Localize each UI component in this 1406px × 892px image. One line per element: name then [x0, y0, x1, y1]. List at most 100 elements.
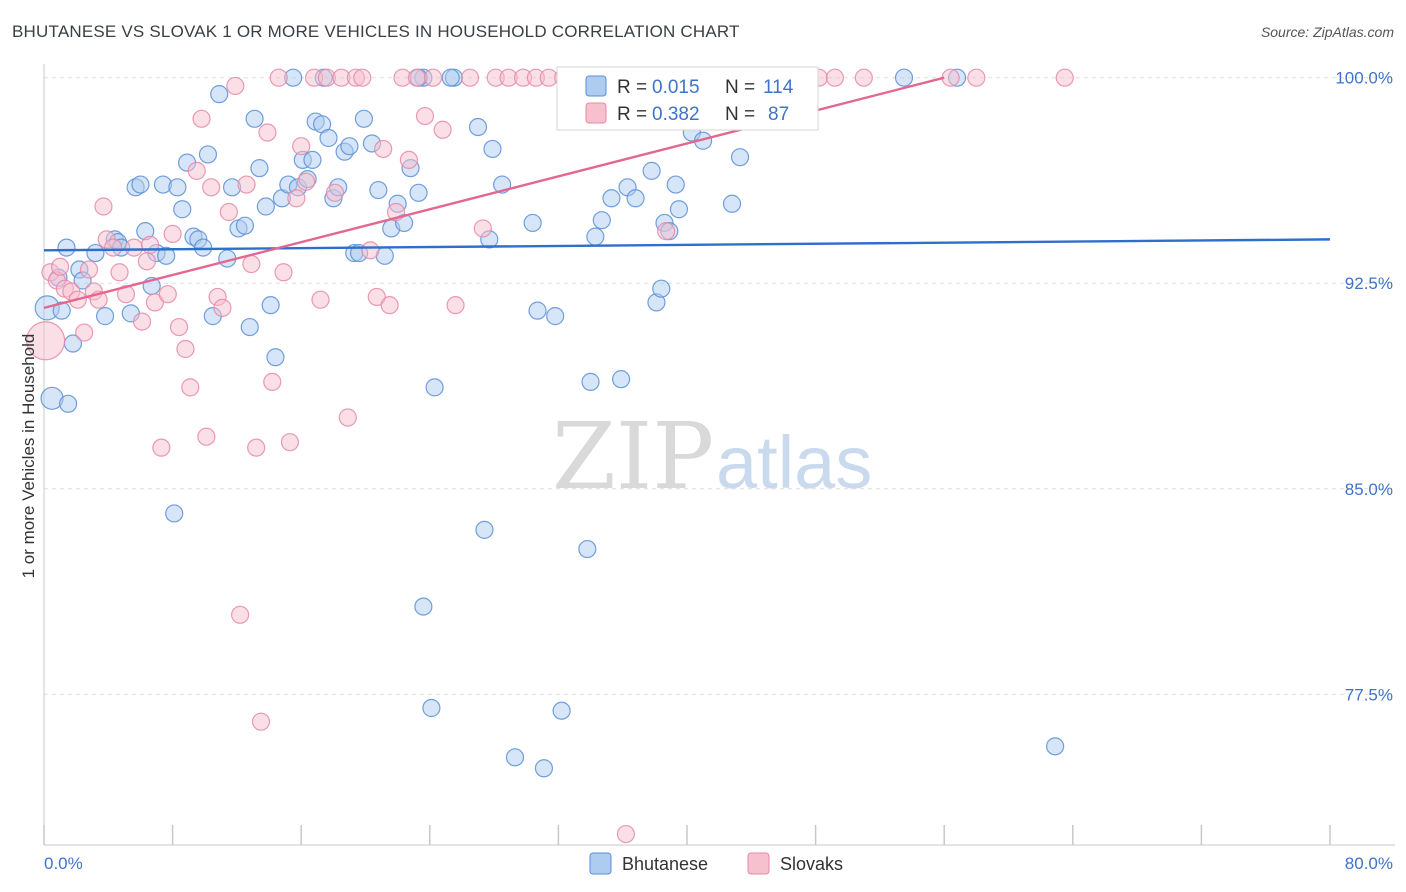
- x-tick-label-min: 0.0%: [44, 854, 83, 873]
- slovak-point-69: [473, 219, 492, 238]
- legend-swatch-bhutanese: [585, 75, 607, 97]
- slovak-point-57: [367, 287, 386, 307]
- slovak-point-46: [292, 137, 311, 156]
- slovak-point-14: [110, 263, 129, 282]
- legend-r-value-1: 0.015: [652, 77, 700, 98]
- bhutanese-point-91: [626, 189, 645, 208]
- bhutanese-point-36: [240, 317, 259, 337]
- bhutanese-point-24: [173, 200, 192, 219]
- bhutanese-point-101: [722, 194, 742, 213]
- slovak-point-44: [280, 433, 300, 452]
- bhutanese-point-67: [414, 597, 433, 616]
- y-axis-title: 1 or more Vehicles in Household: [19, 334, 38, 579]
- slovak-point-20: [145, 293, 165, 312]
- legend-n-label-1: N =: [725, 77, 755, 98]
- bhutanese-point-21: [157, 246, 176, 265]
- legend-n-label-2: N =: [725, 104, 755, 125]
- legend-n-value-2: 87: [768, 104, 789, 125]
- bhutanese-point-69: [425, 378, 444, 397]
- bhutanese-point-105: [894, 68, 914, 87]
- slovak-point-63: [407, 68, 427, 87]
- y-tick-labels: 77.5% 85.0% 92.5% 100.0%: [1335, 69, 1393, 705]
- slovak-point-79: [657, 222, 676, 241]
- slovak-point-26: [181, 378, 200, 397]
- bhutanese-point-82: [552, 701, 571, 720]
- slovak-point-34: [226, 76, 245, 96]
- bhutanese-point-35: [235, 216, 255, 235]
- bhutanese-point-5: [59, 394, 78, 413]
- series-legend: Bhutanese Slovaks: [589, 852, 843, 875]
- slovak-point-23: [163, 224, 182, 244]
- bhutanese-point-9: [86, 243, 105, 263]
- slovak-point-27: [187, 161, 206, 180]
- legend-r-label-1: R =: [617, 77, 647, 98]
- bhutanese-point-94: [652, 279, 671, 298]
- bhutanese-point-87: [592, 211, 611, 230]
- slovak-point-18: [137, 252, 156, 271]
- y-tick-label-2: 92.5%: [1345, 274, 1393, 293]
- bhutanese-point-92: [642, 161, 661, 180]
- bhutanese-point-40: [261, 296, 280, 315]
- slovak-point-49: [311, 290, 330, 309]
- slovak-point-32: [213, 298, 232, 317]
- bhutanese-point-108: [441, 68, 460, 87]
- slovak-point-19: [140, 235, 160, 254]
- slovak-point-8: [79, 260, 99, 279]
- slovak-point-28: [192, 109, 211, 128]
- series-legend-swatch-slovaks: [747, 852, 770, 875]
- y-tick-label-0: 77.5%: [1345, 685, 1393, 704]
- slovak-point-66: [433, 120, 452, 139]
- slovak-point-43: [274, 263, 293, 282]
- slovak-point-0: [26, 321, 66, 361]
- series-legend-label-bhutanese: Bhutanese: [622, 854, 708, 874]
- slovak-point-29: [197, 427, 216, 446]
- slovak-point-7: [75, 323, 94, 342]
- slovak-point-62: [399, 150, 419, 170]
- bhutanese-point-89: [611, 370, 631, 389]
- slovak-point-45: [287, 189, 306, 208]
- bhutanese-point-10: [95, 307, 115, 326]
- chart-title: BHUTANESE VS SLOVAK 1 OR MORE VEHICLES I…: [12, 22, 740, 41]
- bhutanese-trend-line: [43, 238, 1331, 252]
- bhutanese-point-55: [340, 137, 359, 156]
- bhutanese-point-88: [602, 189, 621, 208]
- slovak-point-21: [152, 438, 171, 457]
- slovak-point-55: [353, 68, 372, 87]
- slovak-point-53: [338, 408, 357, 427]
- bhutanese-point-38: [250, 159, 269, 178]
- slovak-point-33: [219, 202, 238, 222]
- bhutanese-point-84: [578, 539, 597, 559]
- slovak-point-41: [263, 372, 282, 391]
- slovak-point-36: [237, 175, 256, 194]
- slovak-point-25: [176, 339, 195, 359]
- bhutanese-point-23: [168, 178, 187, 197]
- bhutanese-point-79: [528, 301, 547, 320]
- watermark-zip: ZIP: [552, 403, 714, 510]
- slovak-point-3: [50, 257, 70, 276]
- y-tick-label-3: 100.0%: [1335, 69, 1393, 88]
- bhutanese-point-41: [266, 348, 285, 367]
- bhutanese-point-68: [422, 698, 441, 718]
- slovak-point-11: [94, 197, 113, 216]
- slovak-point-17: [132, 312, 152, 331]
- bhutanese-point-16: [131, 175, 150, 194]
- correlation-legend: R = 0.015 N = 114 R = 0.382 N = 87: [556, 66, 819, 131]
- bhutanese-point-98: [669, 200, 689, 219]
- watermark-atlas: atlas: [716, 421, 872, 504]
- gridlines: [44, 77, 1395, 695]
- bhutanese-point-58: [354, 109, 373, 128]
- slovak-point-38: [247, 438, 266, 457]
- series-legend-swatch-bhutanese: [589, 852, 612, 875]
- bhutanese-point-66: [409, 183, 428, 202]
- slovak-point-67: [446, 296, 465, 315]
- bhutanese-point-85: [581, 372, 600, 391]
- slovak-point-16: [124, 238, 144, 257]
- bhutanese-point-72: [468, 117, 488, 137]
- bhutanese-point-81: [546, 307, 565, 326]
- slovak-point-22: [158, 285, 177, 304]
- slovak-point-65: [423, 68, 443, 87]
- source-label: Source: ZipAtlas.com: [1260, 24, 1394, 40]
- slovak-point-39: [251, 712, 271, 731]
- slovak-point-40: [258, 123, 277, 142]
